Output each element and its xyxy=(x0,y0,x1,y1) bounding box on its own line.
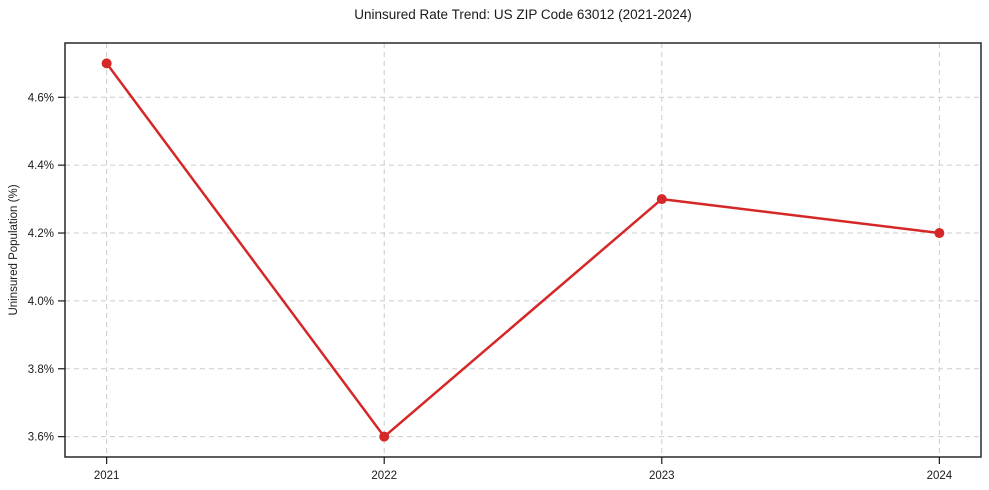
y-tick-label: 4.6% xyxy=(28,92,54,104)
trend-line xyxy=(105,62,941,438)
x-tick-label: 2023 xyxy=(649,470,675,482)
data-point-marker xyxy=(379,431,390,442)
chart-title: Uninsured Rate Trend: US ZIP Code 63012 … xyxy=(354,7,692,22)
y-tick-label: 3.6% xyxy=(28,432,54,444)
data-point-marker xyxy=(101,58,112,69)
data-point-marker xyxy=(934,228,945,239)
x-tick-label: 2021 xyxy=(94,470,120,482)
data-point-marker xyxy=(656,194,667,205)
x-tick-label: 2024 xyxy=(927,470,953,482)
y-tick-label: 4.4% xyxy=(28,160,54,172)
y-tick-label: 3.8% xyxy=(28,364,54,376)
x-tick-label: 2022 xyxy=(371,470,397,482)
plot-border xyxy=(64,42,982,458)
y-tick-label: 4.0% xyxy=(28,296,54,308)
y-tick-label: 4.2% xyxy=(28,228,54,240)
